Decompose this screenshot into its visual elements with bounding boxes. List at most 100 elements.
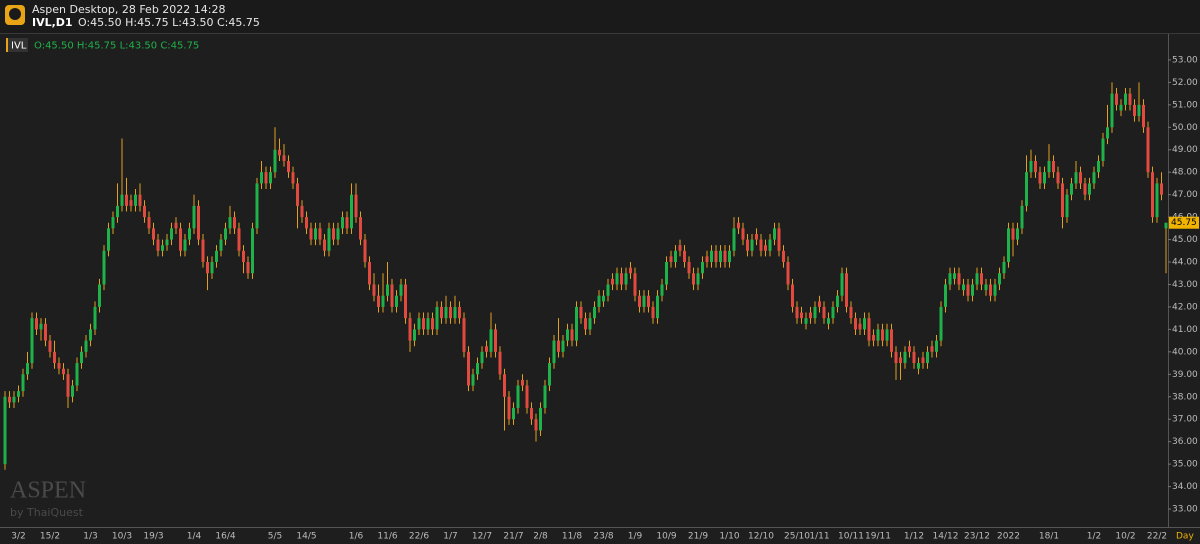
candle-body (1133, 104, 1136, 117)
candle-body (687, 262, 691, 274)
candle-body (1110, 93, 1114, 128)
candle-body (197, 205, 200, 240)
x-tick-label: 25/10 (784, 532, 810, 542)
x-tick-label: 10/3 (112, 532, 132, 542)
x-tick-label: 14/5 (296, 532, 316, 542)
candle-body (485, 346, 488, 352)
candle-body (534, 419, 538, 431)
candle-body (494, 329, 497, 352)
x-tick-label: 5/5 (268, 532, 282, 542)
x-unit[interactable]: Day (1176, 532, 1194, 542)
candle-body (993, 284, 997, 296)
candle-body (543, 385, 547, 408)
x-tick-label: 11/6 (377, 532, 397, 542)
candle-body (363, 239, 367, 263)
candle-body (201, 239, 205, 263)
candle-body (777, 228, 781, 251)
candle-body (30, 318, 34, 364)
candle-body (507, 396, 511, 420)
candle-body (1097, 160, 1100, 173)
x-tick-label: 21/7 (503, 532, 523, 542)
y-tick-label: 44.00 (1172, 258, 1198, 268)
candle-body (255, 183, 259, 229)
candle-body (386, 284, 389, 296)
candle-body (939, 306, 943, 341)
candle-body (953, 273, 956, 279)
candle-body (426, 318, 430, 330)
legend-box[interactable] (6, 38, 28, 52)
candle-body (557, 340, 560, 352)
candle-body (422, 318, 425, 330)
candle-body (498, 351, 502, 375)
candle-body (332, 228, 335, 240)
x-tick-label: 10/9 (656, 532, 676, 542)
candle-body (651, 306, 655, 319)
candle-body (404, 284, 407, 319)
candle-body (539, 407, 542, 431)
candle-body (1160, 183, 1163, 195)
candle-body (872, 335, 875, 341)
candle-body (39, 323, 43, 330)
candle-body (822, 306, 826, 319)
candle-body (818, 301, 821, 307)
y-tick-label: 39.00 (1172, 370, 1198, 380)
candle-body (116, 205, 119, 218)
x-tick-label: 1/3 (83, 532, 97, 542)
candle-body (921, 357, 925, 364)
candle-body (1020, 205, 1024, 229)
candle-body (471, 374, 475, 386)
candle-body (629, 267, 632, 274)
candle-body (3, 396, 7, 465)
candle-body (521, 379, 524, 386)
candle-body (1038, 172, 1042, 184)
x-tick-label: 1/6 (349, 532, 364, 542)
candle-body (17, 391, 20, 397)
candle-body (1025, 172, 1028, 206)
y-tick-label: 43.00 (1172, 280, 1198, 290)
y-tick-label: 42.00 (1172, 302, 1198, 312)
candle-body (26, 363, 29, 375)
candle-body (264, 172, 268, 184)
candle-body (138, 194, 142, 206)
candle-body (174, 222, 178, 229)
candle-body (602, 295, 605, 302)
candle-body (12, 396, 16, 403)
candle-body (102, 250, 106, 285)
candle-body (188, 228, 191, 240)
candle-body (885, 329, 889, 341)
candle-body (381, 295, 385, 307)
candle-body (773, 228, 776, 240)
candle-body (957, 273, 961, 285)
candle-body (746, 239, 749, 251)
candle-body (1128, 93, 1132, 105)
candle-body (642, 295, 646, 307)
candle-body (683, 250, 686, 263)
candle-body (183, 239, 187, 251)
candle-body (1034, 160, 1037, 173)
candle-body (476, 363, 479, 375)
app-icon-mark (9, 8, 21, 20)
candle-body (350, 194, 353, 229)
candle-body (917, 363, 920, 369)
app-title: Aspen Desktop, 28 Feb 2022 14:28 (32, 3, 226, 16)
candle-body (530, 407, 533, 420)
legend-accent (6, 38, 8, 52)
candle-body (57, 363, 61, 369)
candle-body (170, 228, 173, 240)
symbol-title: IVL,D1 (32, 16, 73, 29)
candle-body (336, 228, 340, 240)
candle-body (849, 306, 853, 319)
candle-body (278, 149, 281, 156)
candle-body (1119, 104, 1123, 111)
candle-body (327, 228, 331, 251)
candle-body (1151, 172, 1154, 218)
candle-body (134, 194, 137, 206)
candle-body (165, 239, 169, 246)
candle-body (341, 217, 344, 229)
candle-body (80, 351, 83, 364)
candle-body (309, 228, 313, 240)
candle-body (1115, 93, 1118, 105)
candle-body (998, 273, 1001, 285)
candle-body (372, 284, 376, 296)
